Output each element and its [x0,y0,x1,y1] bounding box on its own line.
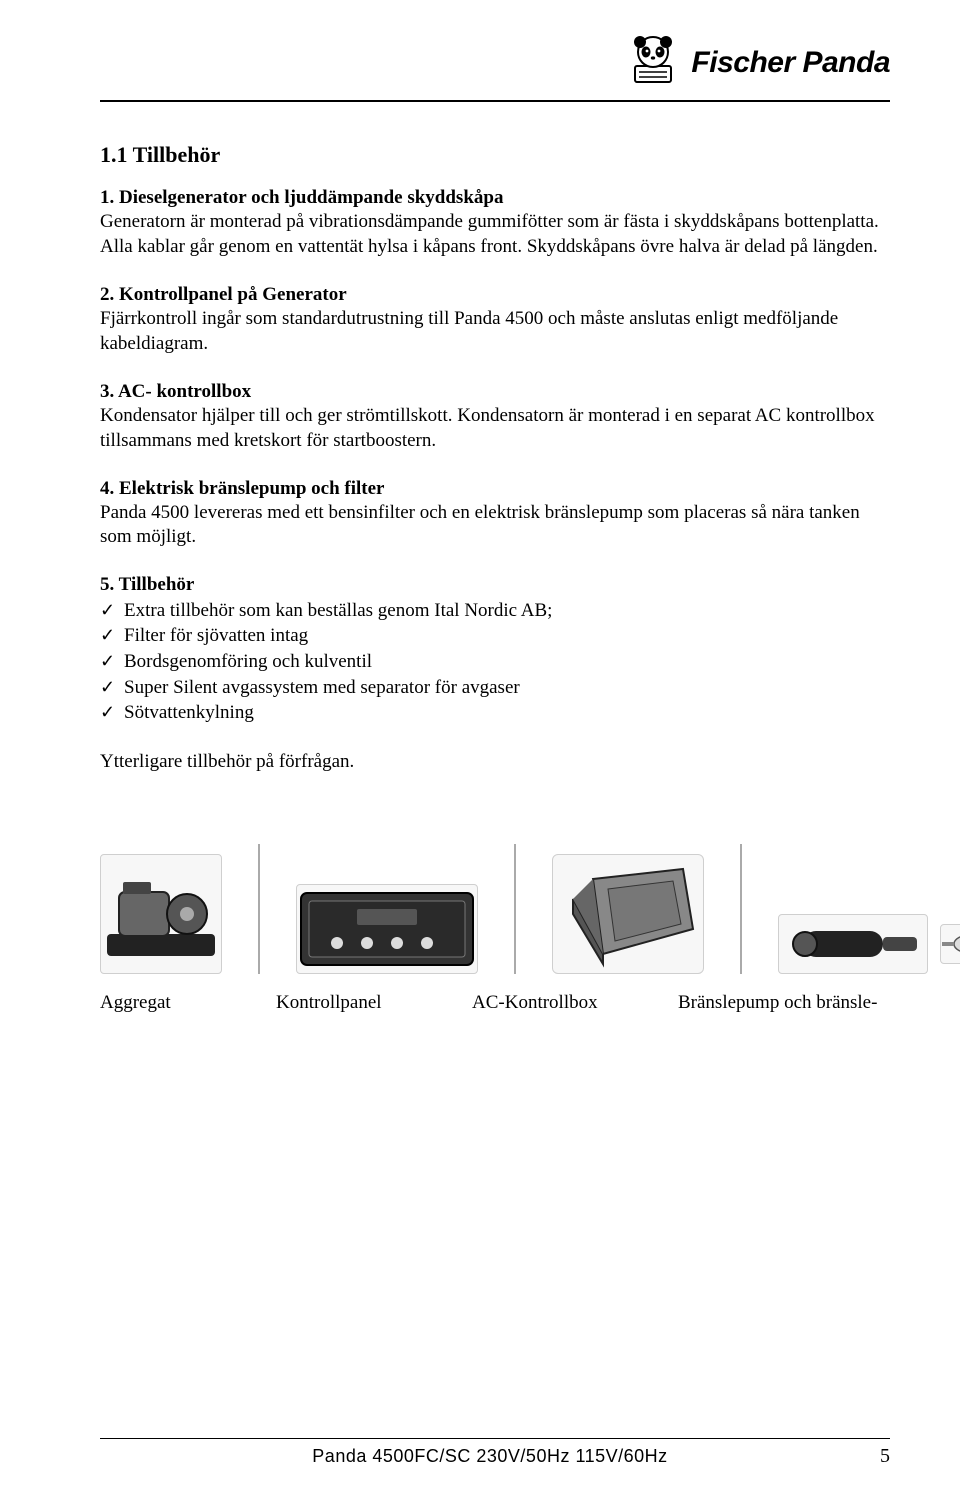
image-captions: Aggregat Kontrollpanel AC-Kontrollbox Br… [100,992,890,1014]
caption-control-panel: Kontrollpanel [276,992,472,1014]
header-rule [100,100,890,102]
item-4: 4. Elektrisk bränslepump och filter Pand… [100,477,890,550]
item-2-heading: 2. Kontrollpanel på Generator [100,284,347,305]
fuel-pump-group [778,914,960,974]
footer-row: Panda 4500FC/SC 230V/50Hz 115V/60Hz 5 [100,1445,890,1468]
list-item: Bordsgenomföring och kulventil [100,649,890,675]
item-1-body: Generatorn är monterad på vibrationsdämp… [100,211,879,256]
section-title: 1.1 Tillbehör [100,142,890,168]
item-2: 2. Kontrollpanel på Generator Fjärrkontr… [100,283,890,356]
footer-page-number: 5 [880,1445,890,1468]
accessories-note: Ytterligare tillbehör på förfrågan. [100,750,890,774]
fuel-filter-photo [940,924,960,964]
item-1: 1. Dieselgenerator och ljuddämpande skyd… [100,186,890,259]
control-panel-photo [296,884,478,974]
list-item: Super Silent avgassystem med separator f… [100,675,890,701]
footer-title: Panda 4500FC/SC 230V/50Hz 115V/60Hz [312,1446,667,1467]
page-header: Fischer Panda [100,28,890,98]
accessories-list: Extra tillbehör som kan beställas genom … [100,598,890,726]
page-footer: Panda 4500FC/SC 230V/50Hz 115V/60Hz 5 [100,1438,890,1468]
item-5: 5. Tillbehör Extra tillbehör som kan bes… [100,574,890,775]
panda-logo-icon [625,36,681,91]
caption-ac-controlbox: AC-Kontrollbox [472,992,678,1014]
item-3-heading: 3. AC- kontrollbox [100,381,251,402]
ac-controlbox-photo [552,854,704,974]
caption-fuel-pump: Bränslepump och bränsle- [678,992,890,1014]
brand-wordmark: Fischer Panda [691,46,890,80]
image-separator [258,844,260,974]
list-item: Sötvattenkylning [100,700,890,726]
item-5-heading: 5. Tillbehör [100,574,890,596]
aggregate-photo [100,854,222,974]
image-separator [514,844,516,974]
item-3-body: Kondensator hjälper till och ger strömti… [100,405,875,450]
document-page: Fischer Panda 1.1 Tillbehör 1. Dieselgen… [0,0,960,1502]
item-4-body: Panda 4500 levereras med ett bensinfilte… [100,502,860,547]
item-4-heading: 4. Elektrisk bränslepump och filter [100,478,384,499]
product-images-row [100,844,890,974]
fuel-pump-photo [778,914,928,974]
list-item: Extra tillbehör som kan beställas genom … [100,598,890,624]
brand-logo-block: Fischer Panda [625,36,890,91]
item-1-heading: 1. Dieselgenerator och ljuddämpande skyd… [100,187,503,208]
list-item: Filter för sjövatten intag [100,623,890,649]
image-separator [740,844,742,974]
caption-aggregate: Aggregat [100,992,276,1014]
footer-rule [100,1438,890,1439]
item-2-body: Fjärrkontroll ingår som standardutrustni… [100,308,838,353]
item-3: 3. AC- kontrollbox Kondensator hjälper t… [100,380,890,453]
